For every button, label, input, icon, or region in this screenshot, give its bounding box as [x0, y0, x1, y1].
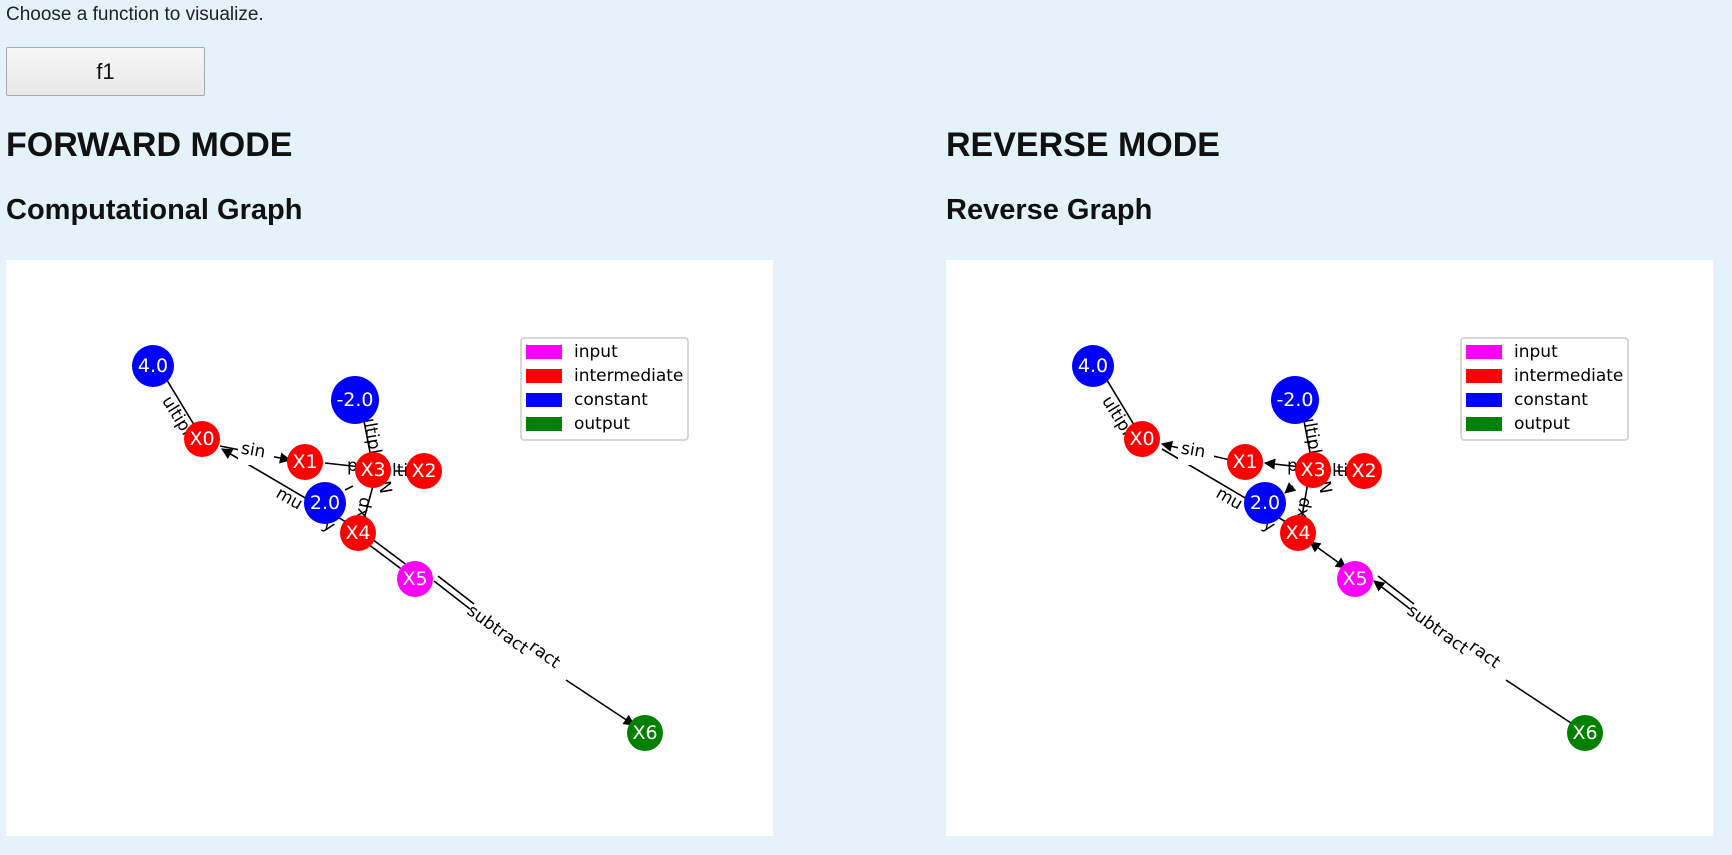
- forward-graph-svg: ultipl sin ultipl p lti N mu y exp subtr…: [132, 337, 689, 751]
- reverse-graph-title: Reverse Graph: [946, 194, 1153, 226]
- graph-node-x1: X1: [287, 444, 323, 480]
- edge-label-bg: [238, 443, 274, 465]
- rlegend-label-intermediate: intermediate: [1514, 366, 1623, 386]
- graph-node-x6: X6: [627, 715, 663, 751]
- svg-text:X2: X2: [1351, 460, 1376, 482]
- reverse-graph-panel: ultipl sin ultipl p lti N mu y exp subtr…: [946, 260, 1713, 836]
- legend-swatch-output: [526, 417, 562, 431]
- rlegend-label-input: input: [1514, 342, 1558, 362]
- svg-text:4.0: 4.0: [138, 355, 168, 377]
- redge-x3-c2: [1284, 482, 1297, 494]
- edge-label-x4-x0: mu: [272, 483, 306, 514]
- rgraph-node-x0: X0: [1124, 421, 1160, 457]
- legend-label-output: output: [574, 414, 630, 434]
- forward-mode-title: FORWARD MODE: [6, 126, 293, 164]
- svg-text:2.0: 2.0: [1250, 492, 1280, 514]
- rlegend-swatch-output: [1466, 417, 1502, 431]
- edge-x5-x6-b: [437, 575, 475, 605]
- graph-legend: input intermediate constant output: [520, 337, 689, 441]
- rgraph-node-cm2: -2.0: [1271, 376, 1319, 424]
- legend-label-intermediate: intermediate: [574, 366, 683, 386]
- redge-label-x3-x1: p: [1287, 456, 1298, 476]
- rgraph-node-x1: X1: [1227, 444, 1263, 480]
- svg-text:-2.0: -2.0: [1276, 389, 1313, 411]
- svg-text:X6: X6: [632, 722, 657, 744]
- edge-label-x1-x3: p: [347, 456, 358, 476]
- rgraph-node-x3: X3: [1295, 452, 1331, 488]
- graph-node-x3: X3: [355, 452, 391, 488]
- svg-text:4.0: 4.0: [1078, 355, 1108, 377]
- rlegend-label-output: output: [1514, 414, 1570, 434]
- legend-swatch-constant: [526, 393, 562, 407]
- svg-text:X2: X2: [411, 460, 436, 482]
- svg-text:X1: X1: [292, 451, 317, 473]
- redge-label-x6-x5: subtract: [1403, 601, 1472, 659]
- legend-swatch-intermediate: [526, 369, 562, 383]
- rlegend-swatch-intermediate: [1466, 369, 1502, 383]
- svg-text:X0: X0: [1129, 428, 1154, 450]
- rgraph-node-x6: X6: [1567, 715, 1603, 751]
- svg-text:X5: X5: [402, 568, 427, 590]
- svg-text:X3: X3: [1300, 459, 1325, 481]
- edge-label-x3-x2: lti: [392, 461, 408, 481]
- rgraph-node-x5: X5: [1337, 561, 1373, 597]
- graph-node-c2: 2.0: [304, 482, 346, 524]
- function-select-button[interactable]: f1: [6, 47, 205, 96]
- reverse-graph-svg: ultipl sin ultipl p lti N mu y exp subtr…: [1072, 337, 1629, 751]
- redge-x6-x5-a: [1373, 580, 1411, 610]
- svg-text:X3: X3: [360, 459, 385, 481]
- edge-x1-x3: [324, 462, 362, 468]
- legend-label-constant: constant: [574, 390, 648, 410]
- svg-text:X5: X5: [1342, 568, 1367, 590]
- rgraph-legend: input intermediate constant output: [1460, 337, 1629, 441]
- reverse-mode-title: REVERSE MODE: [946, 126, 1220, 164]
- svg-text:2.0: 2.0: [310, 492, 340, 514]
- computational-graph-title: Computational Graph: [6, 194, 303, 226]
- rgraph-node-c4: 4.0: [1072, 345, 1114, 387]
- redge-label-x0-x4: mu: [1212, 483, 1246, 514]
- function-select-value: f1: [96, 58, 115, 84]
- edge-label-x0-x1: sin: [239, 439, 266, 463]
- function-prompt: Choose a function to visualize.: [6, 4, 264, 25]
- redge-label-x3-x2: lti: [1332, 461, 1348, 481]
- redge-label-bg: [1178, 443, 1214, 465]
- legend-swatch-input: [526, 345, 562, 359]
- redge-x4-x3: [1300, 481, 1309, 523]
- rlegend-label-constant: constant: [1514, 390, 1588, 410]
- redge-x4-x5: [1309, 541, 1347, 569]
- forward-graph-panel: ultipl sin ultipl p lti N mu y exp subtr…: [6, 260, 773, 836]
- svg-text:X6: X6: [1572, 722, 1597, 744]
- svg-text:X4: X4: [1285, 522, 1310, 544]
- edge-x5-x6-c: [565, 679, 635, 726]
- svg-text:X0: X0: [189, 428, 214, 450]
- graph-node-x4: X4: [340, 515, 376, 551]
- svg-text:-2.0: -2.0: [336, 389, 373, 411]
- edge-x5-x6-a: [433, 580, 471, 610]
- legend-label-input: input: [574, 342, 618, 362]
- redge-x3-x1: [1263, 458, 1302, 470]
- redge-x6-x5-b: [1377, 575, 1415, 605]
- graph-node-x5: X5: [397, 561, 433, 597]
- graph-node-c4: 4.0: [132, 345, 174, 387]
- rgraph-node-x2: X2: [1346, 453, 1382, 489]
- rlegend-swatch-constant: [1466, 393, 1502, 407]
- graph-node-x0: X0: [184, 421, 220, 457]
- rgraph-node-c2: 2.0: [1244, 482, 1286, 524]
- graph-node-cm2: -2.0: [331, 376, 379, 424]
- edge-label-x5-x6: subtract: [463, 601, 532, 659]
- edge-c2-x3: [344, 485, 354, 491]
- svg-text:X1: X1: [1232, 451, 1257, 473]
- rlegend-swatch-input: [1466, 345, 1502, 359]
- redge-label-x1-x0: sin: [1179, 439, 1206, 463]
- rgraph-node-x4: X4: [1280, 515, 1316, 551]
- redge-x6-x5-c: [1505, 679, 1575, 726]
- svg-text:X4: X4: [345, 522, 370, 544]
- graph-node-x2: X2: [406, 453, 442, 489]
